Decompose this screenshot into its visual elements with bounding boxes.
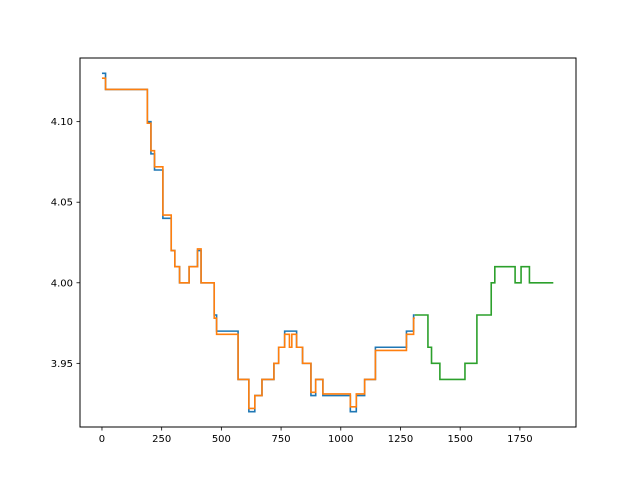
x-tick-label: 1500 bbox=[447, 434, 472, 445]
y-tick-label: 4.00 bbox=[51, 278, 73, 289]
x-tick-label: 0 bbox=[99, 434, 105, 445]
x-tick-label: 500 bbox=[212, 434, 231, 445]
x-tick-label: 1750 bbox=[507, 434, 532, 445]
plot-series bbox=[101, 72, 554, 413]
y-tick-label: 4.10 bbox=[51, 117, 73, 128]
y-tick-label: 3.95 bbox=[51, 359, 73, 370]
x-tick-label: 1250 bbox=[388, 434, 413, 445]
x-tick-label: 1000 bbox=[328, 434, 353, 445]
y-axis: 3.95 4.00 4.05 4.10 bbox=[51, 117, 80, 370]
x-tick-label: 250 bbox=[152, 434, 171, 445]
series-line-1 bbox=[101, 72, 415, 413]
y-tick-label: 4.05 bbox=[51, 198, 73, 209]
series-line-2 bbox=[101, 77, 415, 410]
x-axis: 0 250 500 750 1000 1250 1500 1750 bbox=[99, 427, 533, 445]
x-tick-label: 750 bbox=[272, 434, 291, 445]
plot-frame bbox=[79, 57, 577, 428]
series-line-3 bbox=[414, 265, 554, 381]
